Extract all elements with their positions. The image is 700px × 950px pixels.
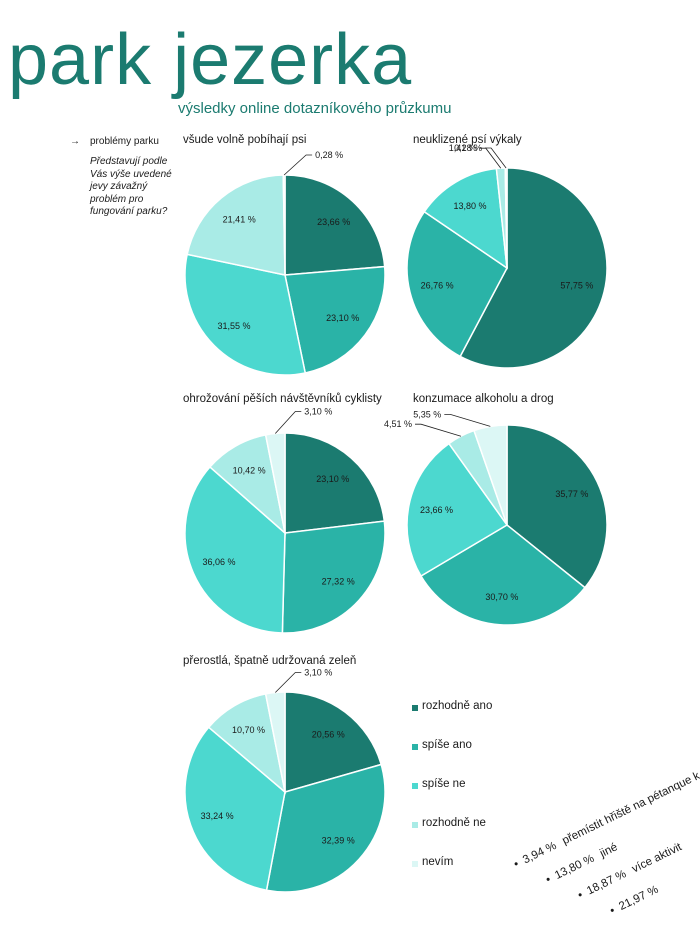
callout-line xyxy=(485,147,507,169)
pie-slice xyxy=(284,265,386,374)
data-label: 4,51 % xyxy=(384,419,412,429)
chart-title-dog-waste: neuklizené psí výkaly xyxy=(413,134,522,146)
data-label: 1,41 % xyxy=(449,143,477,153)
pie-slice xyxy=(265,763,386,893)
data-label: 0,28 % xyxy=(454,143,482,153)
legend-item: spíše ne xyxy=(412,778,552,794)
pie-chart-dogs: 23,66 % 23,10 % 31,55 % 21,41 % 0,28 % xyxy=(184,150,386,376)
pie-slice xyxy=(186,174,286,276)
list-item: •21,97 % xyxy=(608,880,667,918)
pie-chart-greenery: 20,56 % 32,39 % 33,24 % 10,70 % 3,10 % xyxy=(184,668,386,893)
legend-item: rozhodně ano xyxy=(412,700,552,716)
pie-slice xyxy=(406,442,509,578)
data-label: 23,66 % xyxy=(420,505,453,515)
legend-label: spíše ano xyxy=(422,739,472,751)
data-label: 0,28 % xyxy=(315,150,343,160)
list-item-percent: 18,87 % xyxy=(585,868,629,898)
page-title: park jezerka xyxy=(8,20,413,100)
legend-item: rozhodně ne xyxy=(412,817,552,833)
bullet-icon: • xyxy=(576,889,585,902)
pie-slice xyxy=(281,520,386,634)
data-label: 23,10 % xyxy=(326,313,359,323)
pie-slice xyxy=(184,465,286,634)
legend-swatch xyxy=(412,783,418,789)
data-label: 23,10 % xyxy=(316,474,349,484)
survey-question: Představují podle Vás výše uvedené jevy … xyxy=(90,156,172,217)
list-item-text: více aktivit xyxy=(630,841,684,876)
list-item: •18,87 %více aktivit xyxy=(576,841,684,902)
data-label: 3,10 % xyxy=(304,668,332,678)
callout-line xyxy=(275,411,302,434)
pie-chart-cyclists: 23,10 % 27,32 % 36,06 % 10,42 % 3,10 % xyxy=(184,407,386,634)
list-item-text: jiné xyxy=(598,841,620,860)
data-label: 3,10 % xyxy=(304,407,332,417)
legend-item: nevím xyxy=(412,856,552,872)
legend-label: rozhodně ano xyxy=(422,700,493,712)
pie-slice xyxy=(459,167,608,369)
chart-title-greenery: přerostlá, špatně udržovaná zeleň xyxy=(183,655,357,667)
legend-label: spíše ne xyxy=(422,778,466,790)
pie-slice xyxy=(207,693,287,794)
data-label: 10,42 % xyxy=(233,466,266,476)
legend-swatch xyxy=(412,744,418,750)
callout-line xyxy=(283,154,313,176)
pie-slice xyxy=(184,726,286,892)
data-label: 57,75 % xyxy=(560,280,593,290)
data-label: 21,41 % xyxy=(223,215,256,225)
legend-swatch xyxy=(412,705,418,711)
section-heading-label: problémy parku xyxy=(90,136,159,147)
legend-item: spíše ano xyxy=(412,739,552,755)
data-label: 23,66 % xyxy=(317,217,350,227)
pie-slice xyxy=(423,167,508,270)
callout-line xyxy=(275,672,302,693)
callout-line xyxy=(444,413,491,427)
data-label: 5,35 % xyxy=(413,409,441,419)
legend-label: nevím xyxy=(422,856,454,868)
pie-slice xyxy=(284,174,386,276)
pie-chart-alcohol: 35,77 % 30,70 % 23,66 % 4,51 %5,35 % xyxy=(384,409,608,626)
page-subtitle: výsledky online dotazníkového průzkumu xyxy=(178,100,452,117)
legend-label: rozhodně ne xyxy=(422,817,486,829)
chart-title-dogs: všude volně pobíhají psi xyxy=(183,134,307,146)
chart-title-alcohol: konzumace alkoholu a drog xyxy=(413,393,554,405)
list-item-text xyxy=(662,880,667,891)
pie-slice xyxy=(506,424,608,589)
list-item-percent: 13,80 % xyxy=(553,852,597,882)
arrow-right-icon: → xyxy=(70,136,80,147)
legend-swatch xyxy=(412,861,418,867)
pie-chart-dog-waste: 57,75 % 26,76 % 13,80 % 1,41 %0,28 % xyxy=(406,143,608,369)
pie-slice xyxy=(419,524,587,626)
legend-swatch xyxy=(412,822,418,828)
data-label: 27,32 % xyxy=(322,577,355,587)
pie-slice xyxy=(406,210,508,358)
pie-slice xyxy=(284,432,386,534)
data-label: 30,70 % xyxy=(485,592,518,602)
chart-title-cyclists: ohrožování pěších návštěvníků cyklisty xyxy=(183,393,382,405)
bullet-icon: • xyxy=(608,904,618,918)
data-label: 13,80 % xyxy=(453,201,486,211)
data-label: 36,06 % xyxy=(202,557,235,567)
data-label: 32,39 % xyxy=(322,836,355,846)
pie-slice xyxy=(184,253,307,376)
data-label: 35,77 % xyxy=(555,489,588,499)
data-label: 33,24 % xyxy=(201,811,234,821)
callout-line xyxy=(415,423,462,437)
pie-slice xyxy=(284,691,383,793)
data-label: 20,56 % xyxy=(312,730,345,740)
data-label: 10,70 % xyxy=(232,725,265,735)
data-label: 26,76 % xyxy=(421,280,454,290)
pie-slice xyxy=(504,167,508,269)
bullet-icon: • xyxy=(544,873,553,887)
data-label: 31,55 % xyxy=(217,321,250,331)
